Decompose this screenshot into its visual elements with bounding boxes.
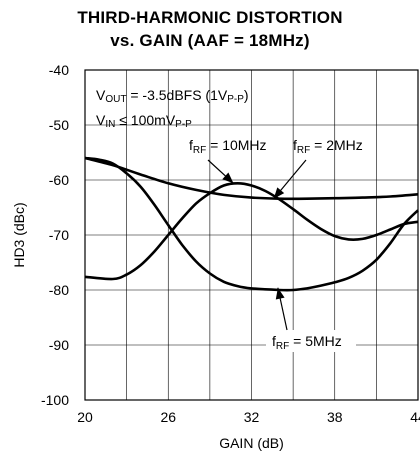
condition-vin: VIN ≤ 100mVP-P xyxy=(96,112,192,130)
plot-frame xyxy=(84,69,419,401)
x-tick-labels: 20 26 32 38 44 xyxy=(77,409,420,425)
grid-lines xyxy=(85,70,418,400)
x-tick-label: 26 xyxy=(160,409,176,425)
x-tick-label: 38 xyxy=(327,409,343,425)
chart-title-line2: vs. GAIN (AAF = 18MHz) xyxy=(110,31,310,50)
data-series xyxy=(84,156,419,292)
condition-vout: VOUT = -3.5dBFS (1VP-P) xyxy=(96,87,249,105)
y-tick-label: -50 xyxy=(49,117,69,133)
x-axis-label: GAIN (dB) xyxy=(219,435,284,451)
x-tick-label: 44 xyxy=(410,409,420,425)
arrow-2mhz xyxy=(273,159,307,200)
chart-title-line1: THIRD-HARMONIC DISTORTION xyxy=(77,8,343,27)
series-line-5mhz xyxy=(84,156,419,292)
series-label-background-5mhz xyxy=(266,330,356,352)
y-axis-label: HD3 (dBc) xyxy=(11,202,27,267)
series-line-10mhz xyxy=(84,156,419,201)
arrow-5mhz xyxy=(275,287,288,331)
y-tick-label: -90 xyxy=(49,337,69,353)
y-tick-label: -70 xyxy=(49,227,69,243)
series-label-10mhz: fRF = 10MHz xyxy=(189,137,267,156)
y-tick-label: -40 xyxy=(49,62,69,78)
series-line-2mhz xyxy=(84,182,419,281)
y-tick-label: -100 xyxy=(41,392,69,408)
x-tick-label: 20 xyxy=(77,409,93,425)
y-tick-label: -60 xyxy=(49,172,69,188)
y-tick-labels: -40 -50 -60 -70 -80 -90 -100 xyxy=(41,62,69,408)
arrow-10mhz xyxy=(207,159,234,184)
x-tick-label: 32 xyxy=(244,409,260,425)
label-arrows xyxy=(207,159,307,331)
y-tick-label: -80 xyxy=(49,282,69,298)
series-label-2mhz: fRF = 2MHz xyxy=(293,137,363,156)
series-label-5mhz: fRF = 5MHz xyxy=(272,333,342,352)
conditions-annotation: VOUT = -3.5dBFS (1VP-P) VIN ≤ 100mVP-P xyxy=(96,87,249,130)
